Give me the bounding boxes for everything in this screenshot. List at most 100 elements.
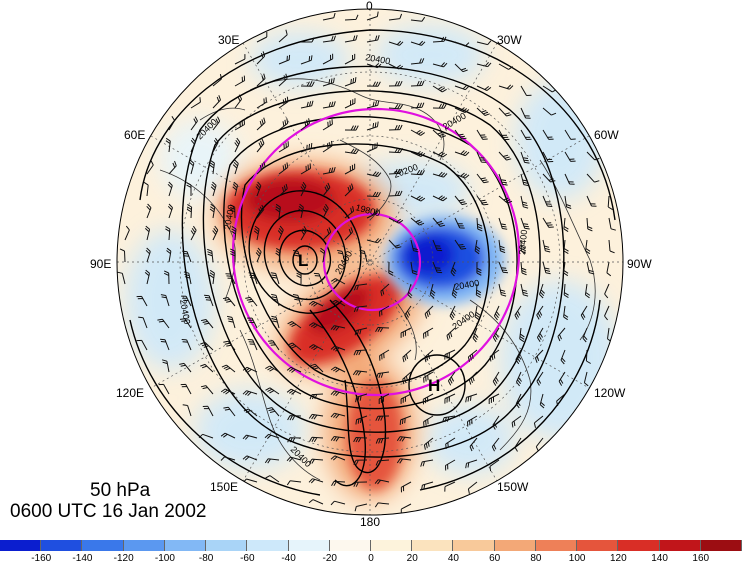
- wind-barb: [520, 85, 532, 96]
- wind-barb: [165, 225, 171, 241]
- wind-barb: [344, 163, 356, 175]
- wind-barb: [476, 61, 492, 68]
- wind-barb: [375, 415, 390, 421]
- wind-barb: [585, 239, 591, 255]
- wind-barb: [366, 208, 378, 219]
- wind-barb: [256, 117, 266, 131]
- wind-barb: [388, 168, 403, 175]
- wind-barb: [278, 96, 289, 109]
- wind-barbs: [117, 11, 616, 515]
- wind-barb: [300, 163, 311, 175]
- wind-barb: [300, 142, 313, 153]
- wind-barb: [331, 480, 346, 487]
- wind-barb: [520, 283, 529, 297]
- wind-barb: [468, 371, 478, 385]
- wind-barb: [344, 148, 360, 155]
- colorbar-segment: [618, 540, 660, 551]
- wind-barb: [220, 456, 236, 461]
- wind-barb: [410, 80, 425, 87]
- wind-barb: [542, 239, 551, 253]
- wind-barb: [275, 247, 281, 263]
- wind-barb: [586, 261, 595, 275]
- wind-barb: [467, 481, 478, 494]
- wind-barb: [287, 437, 302, 443]
- wind-barb: [533, 415, 544, 428]
- wind-barb: [278, 54, 291, 65]
- wind-barb: [322, 182, 331, 197]
- wind-barb: [404, 305, 412, 320]
- wind-barb: [472, 327, 479, 343]
- wind-barb: [424, 349, 434, 363]
- wind-barb: [344, 35, 358, 43]
- wind-barb: [309, 344, 324, 351]
- colorbar-segment: [494, 540, 536, 551]
- wind-barb: [423, 327, 434, 339]
- wind-barb: [536, 371, 544, 386]
- wind-barb: [399, 415, 412, 425]
- wind-barb: [515, 349, 522, 365]
- wind-barb: [308, 499, 324, 505]
- colorbar-tick: 160: [692, 553, 710, 564]
- wind-barb: [446, 327, 456, 341]
- wind-barb: [190, 137, 196, 153]
- colorbar-tick: 0: [368, 553, 374, 564]
- wind-barb: [498, 173, 508, 186]
- wind-barb: [220, 388, 236, 395]
- wind-barb: [476, 107, 490, 116]
- wind-barb: [319, 247, 326, 263]
- wind-barb: [432, 217, 446, 227]
- wind-barb: [476, 173, 489, 184]
- wind-barb: [421, 481, 434, 491]
- lon-label-60e: 60E: [124, 128, 146, 142]
- wind-barb: [180, 383, 192, 395]
- wind-barb: [278, 162, 289, 175]
- contour-label: 20400: [517, 229, 529, 255]
- geopotential-contours: [129, 29, 616, 496]
- wind-barb: [454, 41, 470, 47]
- wind-barb: [160, 294, 170, 307]
- wind-barb: [388, 40, 404, 46]
- wind-barb: [432, 36, 447, 43]
- wind-barb: [476, 261, 482, 276]
- wind-barb: [454, 107, 470, 114]
- wind-barb: [212, 137, 219, 153]
- wind-barb: [388, 104, 404, 110]
- wind-barb: [344, 98, 356, 109]
- wind-barb: [179, 362, 192, 373]
- wind-barb: [375, 459, 390, 466]
- wind-barb: [476, 85, 492, 91]
- wind-barb: [388, 13, 403, 21]
- wind-barb: [474, 239, 481, 255]
- magenta-reference-rings: [231, 107, 521, 397]
- wind-barb: [266, 407, 280, 417]
- wind-barb: [542, 107, 557, 116]
- wind-barb: [167, 203, 173, 219]
- wind-barb: [492, 371, 500, 386]
- contour-label: 20400: [178, 299, 192, 325]
- wind-barb: [210, 181, 217, 197]
- wind-barb: [231, 225, 237, 241]
- wind-barb: [209, 203, 216, 219]
- colorbar-tick: 20: [406, 553, 418, 564]
- wind-barb: [410, 195, 426, 202]
- wind-barb: [119, 248, 126, 263]
- wind-barb: [136, 339, 148, 351]
- wind-barb: [330, 325, 346, 331]
- wind-barb: [344, 206, 355, 219]
- wind-barb: [190, 225, 197, 241]
- wind-barb: [300, 100, 314, 109]
- wind-barb: [256, 51, 266, 65]
- wind-barb: [410, 169, 425, 176]
- wind-barb: [410, 129, 425, 136]
- colorbar-tick: -160: [31, 553, 52, 564]
- wind-barb: [198, 433, 214, 439]
- wind-barb: [400, 327, 412, 338]
- wind-barb: [286, 456, 302, 462]
- wind-barb: [182, 404, 192, 417]
- wind-barb: [376, 371, 390, 379]
- wind-barb: [165, 137, 171, 153]
- wind-barb: [388, 80, 403, 87]
- wind-barb: [337, 249, 346, 263]
- wind-barb: [256, 161, 266, 175]
- wind-barb: [301, 37, 315, 43]
